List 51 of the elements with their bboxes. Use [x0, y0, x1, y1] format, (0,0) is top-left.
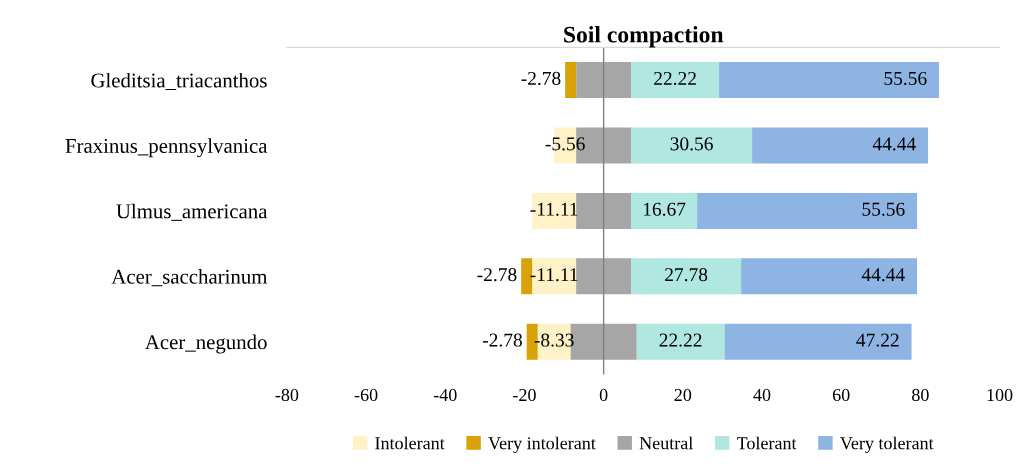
- x-tick-label: -60: [354, 388, 378, 402]
- bar: [741, 258, 918, 295]
- bar: [636, 323, 725, 360]
- data-label: 47.22: [856, 333, 899, 347]
- bar: [631, 192, 698, 229]
- bar: [576, 258, 632, 295]
- x-tick-label: -80: [275, 388, 299, 402]
- data-label: -2.78: [477, 268, 517, 282]
- data-label: 22.22: [659, 333, 702, 347]
- legend-label: Neutral: [639, 436, 693, 450]
- data-label: 16.67: [643, 202, 686, 216]
- y-tick-label: Ulmus_americana: [116, 203, 268, 221]
- bar: [719, 62, 940, 99]
- x-tick-label: 40: [753, 388, 771, 402]
- bar: [631, 258, 742, 295]
- legend-label: Very tolerant: [840, 436, 934, 454]
- y-tick-label: Acer_negundo: [145, 334, 267, 354]
- bar: [565, 62, 577, 99]
- y-tick-label: Fraxinus_pennsylvanica: [65, 138, 268, 158]
- data-label: -2.78: [521, 71, 561, 86]
- chart-title: Soil compaction: [564, 25, 724, 48]
- bar: [697, 192, 918, 229]
- data-label: 44.44: [872, 137, 916, 151]
- legend-label: Very intolerant: [488, 436, 596, 454]
- x-tick-label: 0: [599, 388, 608, 402]
- y-tick-label: Gleditsia_triacanthos: [91, 72, 267, 91]
- legend-label: Intolerant: [375, 436, 445, 450]
- bar: [631, 62, 720, 99]
- bar: [576, 192, 632, 229]
- data-label: 55.56: [862, 202, 905, 216]
- data-label: 55.56: [884, 71, 927, 86]
- x-tick-label: 100: [987, 388, 1013, 402]
- legend-label: Tolerant: [736, 436, 797, 450]
- x-tick-label: 20: [674, 388, 692, 402]
- data-label: 30.56: [670, 137, 713, 151]
- bar: [576, 62, 632, 99]
- bar: [631, 127, 753, 164]
- data-label: 44.44: [861, 268, 905, 282]
- bar: [532, 192, 577, 229]
- bar: [752, 127, 929, 164]
- x-tick-label: -20: [513, 388, 536, 402]
- data-label: -2.78: [482, 333, 522, 347]
- x-tick-label: 80: [912, 388, 929, 402]
- x-tick-label: 60: [832, 388, 850, 402]
- y-tick-label: Acer_saccharinum: [111, 269, 268, 287]
- data-label: -5.56: [545, 137, 585, 151]
- data-label: -11.11: [530, 202, 578, 216]
- bar: [724, 323, 912, 360]
- x-tick-label: -40: [433, 388, 457, 402]
- data-label: 22.22: [654, 71, 696, 86]
- data-label: 27.78: [665, 268, 708, 282]
